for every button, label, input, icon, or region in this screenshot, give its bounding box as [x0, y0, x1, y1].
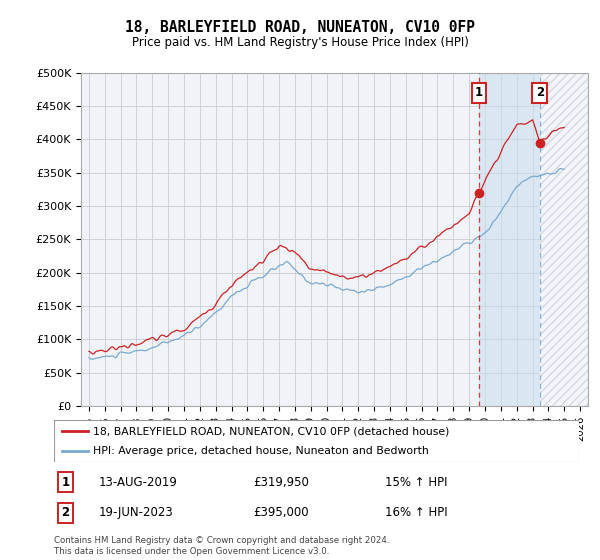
Text: 18, BARLEYFIELD ROAD, NUNEATON, CV10 0FP: 18, BARLEYFIELD ROAD, NUNEATON, CV10 0FP [125, 20, 475, 35]
Text: 1: 1 [61, 475, 70, 489]
Text: 18, BARLEYFIELD ROAD, NUNEATON, CV10 0FP (detached house): 18, BARLEYFIELD ROAD, NUNEATON, CV10 0FP… [94, 426, 450, 436]
Bar [479, 73, 540, 406]
Text: HPI: Average price, detached house, Nuneaton and Bedworth: HPI: Average price, detached house, Nune… [94, 446, 429, 456]
FancyBboxPatch shape [54, 420, 579, 462]
Text: Price paid vs. HM Land Registry's House Price Index (HPI): Price paid vs. HM Land Registry's House … [131, 36, 469, 49]
Bar [540, 73, 588, 406]
Text: 15% ↑ HPI: 15% ↑ HPI [385, 475, 447, 489]
Text: 13-AUG-2019: 13-AUG-2019 [98, 475, 178, 489]
Text: 19-JUN-2023: 19-JUN-2023 [98, 506, 173, 520]
Text: Contains HM Land Registry data © Crown copyright and database right 2024.
This d: Contains HM Land Registry data © Crown c… [54, 536, 389, 556]
Text: 1: 1 [475, 86, 483, 99]
Bar [540, 73, 588, 406]
Text: 16% ↑ HPI: 16% ↑ HPI [385, 506, 448, 520]
Text: £395,000: £395,000 [254, 506, 309, 520]
Bar [540, 73, 588, 406]
Text: 2: 2 [61, 506, 70, 520]
Text: 2: 2 [536, 86, 544, 99]
Text: £319,950: £319,950 [254, 475, 310, 489]
